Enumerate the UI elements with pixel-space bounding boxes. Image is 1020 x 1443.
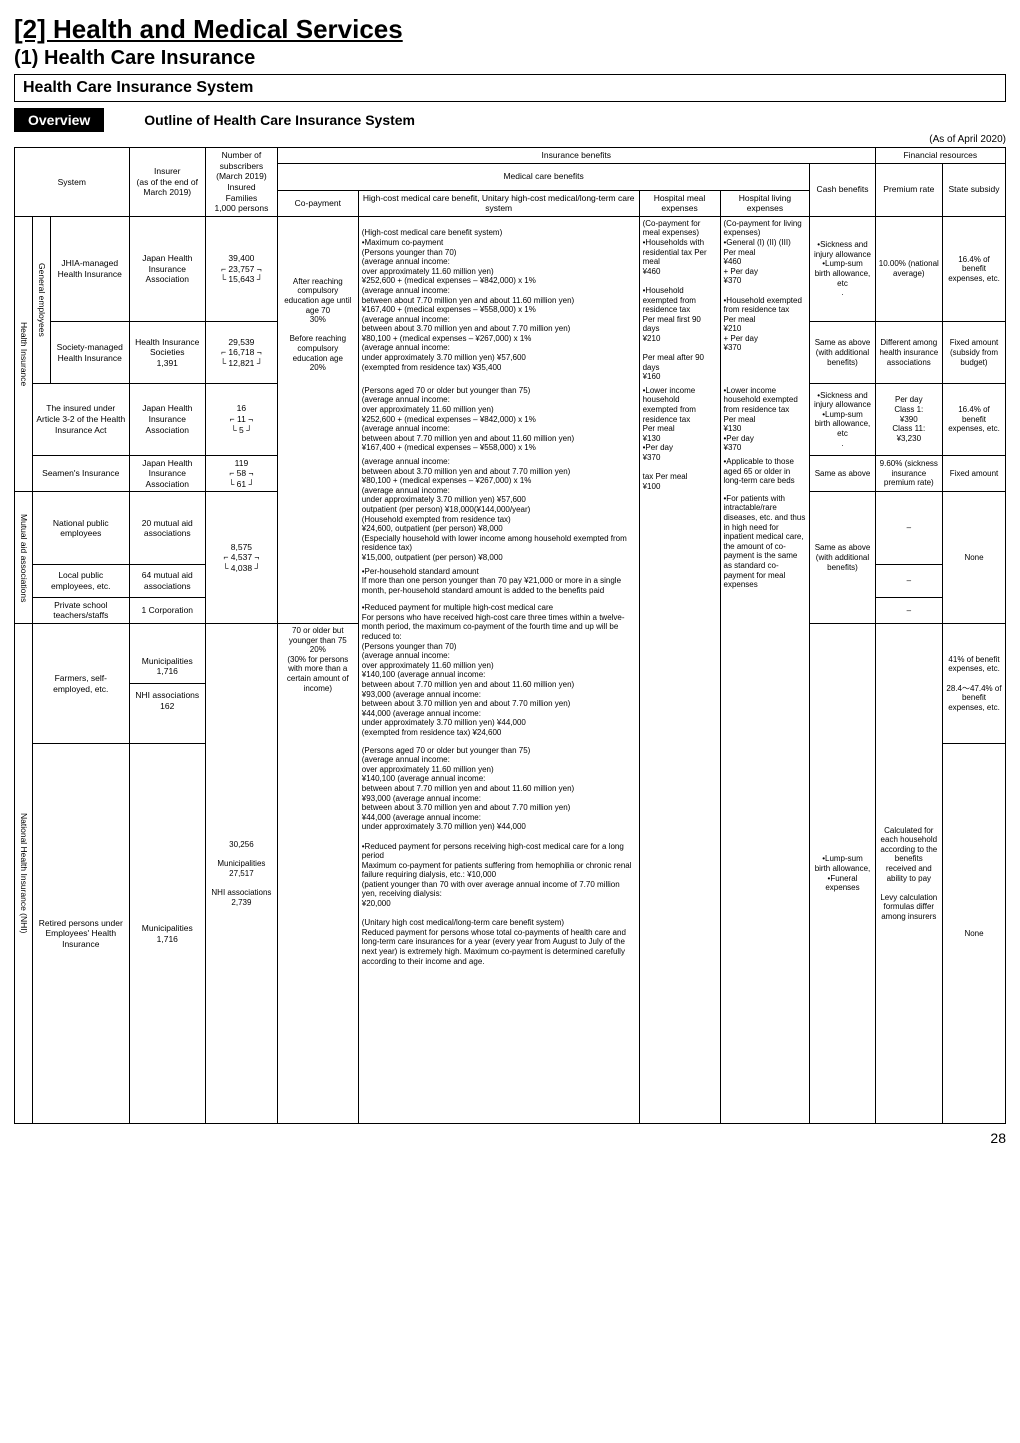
- living-b: •Lower income household exempted from re…: [720, 384, 810, 455]
- living-c: •Applicable to those aged 65 or older in…: [720, 455, 810, 492]
- th-premium: Premium rate: [875, 163, 942, 216]
- highcost-5: •Reduced payment for multiple high-cost …: [358, 597, 639, 743]
- sub-f: 41% of benefit expenses, etc. 28.4～47.4%…: [943, 624, 1006, 744]
- subs-art3: 16 ⌐ 11 ¬ └ 5 ┘: [205, 384, 277, 455]
- table-row: Seamen's Insurance Japan Health Insuranc…: [15, 455, 1006, 492]
- insurer-locpub: 64 mutual aid associations: [129, 565, 205, 598]
- prem-f: –: [875, 565, 942, 598]
- th-hospmeal: Hospital meal expenses: [639, 190, 720, 216]
- sys-art3: The insured under Article 3-2 of the Hea…: [32, 384, 129, 455]
- cash-d: Same as above (with additional benefits): [810, 492, 875, 624]
- th-financial: Financial resources: [875, 148, 1005, 164]
- table-row: Health Insurance General employees JHIA-…: [15, 216, 1006, 321]
- th-medical: Medical care benefits: [277, 163, 810, 190]
- sys-society: Society-managed Health Insurance: [50, 322, 129, 384]
- th-copay: Co-payment: [277, 190, 358, 216]
- copay-after70: After reaching compulsory education age …: [284, 277, 351, 324]
- insurer-art3: Japan Health Insurance Association: [129, 384, 205, 455]
- ins-farmers-1: Municipalities 1,716: [142, 656, 193, 677]
- insurance-table: System Insurer (as of the end of March 2…: [14, 147, 1006, 1124]
- page-subtitle: (1) Health Care Insurance: [14, 47, 1006, 70]
- overview-badge: Overview: [14, 108, 104, 132]
- sys-locpub: Local public employees, etc.: [32, 565, 129, 598]
- sys-retired: Retired persons under Employees' Health …: [32, 744, 129, 1124]
- subs-society: 29,539 ⌐ 16,718 ¬ └ 12,821 ┘: [205, 322, 277, 384]
- prem-h: Calculated for each household according …: [875, 624, 942, 1124]
- copay-col1: After reaching compulsory education age …: [277, 216, 358, 623]
- insurer-natpub: 20 mutual aid associations: [129, 492, 205, 565]
- living-a: (Co-payment for living expenses) •Genera…: [720, 216, 810, 384]
- copay-before: Before reaching compulsory education age…: [290, 334, 346, 372]
- th-cash: Cash benefits: [810, 163, 875, 216]
- th-subsidy: State subsidy: [943, 163, 1006, 216]
- sub-b: Fixed amount (subsidy from budget): [943, 322, 1006, 384]
- prem-e: –: [875, 492, 942, 565]
- copay-over70: 70 or older but younger than 75 20% (30%…: [277, 624, 358, 1124]
- hc7: •Reduced payment for persons receiving h…: [362, 842, 632, 909]
- sub-a: 16.4% of benefit expenses, etc.: [943, 216, 1006, 321]
- sys-natpub: National public employees: [32, 492, 129, 565]
- sub-d: Fixed amount: [943, 455, 1006, 492]
- highcost-3: (average annual income: between about 3.…: [358, 455, 639, 565]
- cash-e: •Lump-sum birth allowance, •Funeral expe…: [810, 624, 875, 1124]
- section-header: Health Care Insurance System: [14, 74, 1006, 102]
- outline-title: Outline of Health Care Insurance System: [144, 112, 415, 128]
- group-general-employees: General employees: [32, 216, 50, 384]
- page-number: 28: [14, 1130, 1006, 1146]
- th-highcost: High-cost medical care benefit, Unitary …: [358, 190, 639, 216]
- th-hospliv: Hospital living expenses: [720, 190, 810, 216]
- sys-priv: Private school teachers/staffs: [32, 597, 129, 623]
- insurer-seamen: Japan Health Insurance Association: [129, 455, 205, 492]
- sub-c: 16.4% of benefit expenses, etc.: [943, 384, 1006, 455]
- insurer-jhia: Japan Health Insurance Association: [129, 216, 205, 321]
- sys-seamen: Seamen's Insurance: [32, 455, 129, 492]
- table-row: The insured under Article 3-2 of the Hea…: [15, 384, 1006, 455]
- prem-g: –: [875, 597, 942, 623]
- subs-seamen: 119 ⌐ 58 ¬ └ 61 ┘: [205, 455, 277, 492]
- cash-a2: Same as above (with additional benefits): [810, 322, 875, 384]
- group-nhi: National Health Insurance (NHI): [15, 624, 33, 1124]
- meal-a: (Co-payment for meal expenses) •Househol…: [639, 216, 720, 384]
- insurer-society: Health Insurance Societies 1,391: [129, 322, 205, 384]
- insurer-retired: Municipalities 1,716: [129, 744, 205, 1124]
- prem-b: Different among health insurance associa…: [875, 322, 942, 384]
- th-insurer: Insurer (as of the end of March 2019): [129, 148, 205, 217]
- subs-jhia: 39,400 ⌐ 23,757 ¬ └ 15,643 ┘: [205, 216, 277, 321]
- highcost-2: (Persons aged 70 or older but younger th…: [358, 384, 639, 455]
- cash-a: •Sickness and injury allowance •Lump-sum…: [810, 216, 875, 321]
- highcost-678: (Persons aged 70 or older but younger th…: [358, 744, 639, 1124]
- prem-d: 9.60% (sickness insurance premium rate): [875, 455, 942, 492]
- as-of-date: (As of April 2020): [14, 134, 1006, 145]
- th-system: System: [15, 148, 130, 217]
- highcost-4: •Per-household standard amount If more t…: [358, 565, 639, 598]
- sys-farmers: Farmers, self-employed, etc.: [32, 624, 129, 744]
- subs-locpub: 8,575 ⌐ 4,537 ¬ └ 4,038 ┘: [205, 492, 277, 624]
- prem-c: Per day Class 1: ¥390 Class 11: ¥3,230: [875, 384, 942, 455]
- insurer-priv: 1 Corporation: [129, 597, 205, 623]
- cash-c: Same as above: [810, 455, 875, 492]
- highcost-1: (High-cost medical care benefit system) …: [358, 216, 639, 384]
- hc6: (Persons aged 70 or older but younger th…: [362, 746, 574, 832]
- page-title: [2] Health and Medical Services: [14, 14, 1006, 45]
- th-subscribers: Number of subscribers (March 2019) Insur…: [205, 148, 277, 217]
- hc8: (Unitary high cost medical/long-term car…: [362, 918, 626, 965]
- cash-b: •Sickness and injury allowance •Lump-sum…: [810, 384, 875, 455]
- sub-g: None: [943, 744, 1006, 1124]
- group-health-insurance: Health Insurance: [15, 216, 33, 492]
- prem-a: 10.00% (national average): [875, 216, 942, 321]
- ins-farmers-2: NHI associations 162: [135, 690, 199, 711]
- sys-jhia: JHIA-managed Health Insurance: [50, 216, 129, 321]
- meal-b: •Lower income household exempted from re…: [639, 384, 720, 1124]
- sub-e: None: [943, 492, 1006, 624]
- living-d: •For patients with intractable/rare dise…: [720, 492, 810, 1124]
- group-mutual: Mutual aid associations: [15, 492, 33, 624]
- insurer-farmers: Municipalities 1,716 NHI associations 162: [129, 624, 205, 744]
- th-benefits: Insurance benefits: [277, 148, 875, 164]
- subs-retired: 30,256 Municipalities 27,517 NHI associa…: [205, 624, 277, 1124]
